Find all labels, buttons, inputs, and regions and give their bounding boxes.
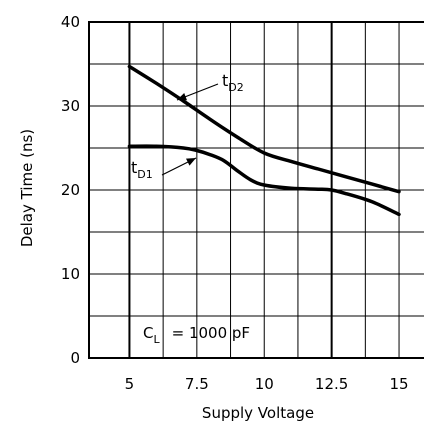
tD2-label: tD2 (222, 71, 244, 94)
tD1-arrow-head (186, 158, 196, 166)
tD2-arrow-head (177, 93, 187, 101)
x-tick-label: 15 (389, 375, 408, 393)
load-capacitance-label: CL = 1000 pF (143, 324, 250, 346)
y-tick-label: 30 (61, 97, 80, 115)
y-tick-label: 10 (61, 265, 80, 283)
x-tick-label: 10 (255, 375, 274, 393)
tD1-label: tD1 (131, 158, 153, 181)
y-axis-title: Delay Time (ns) (18, 129, 36, 247)
x-tick-labels: 5 7.5 10 12.5 15 (125, 375, 409, 393)
tD1-line (127, 144, 401, 217)
annotations: tD2 tD1 CL = 1000 pF (131, 71, 250, 346)
series-lines (127, 64, 401, 217)
x-axis-title: Supply Voltage (202, 404, 314, 422)
plot-frame (88, 21, 424, 359)
y-tick-labels: 0 10 20 30 40 (61, 13, 80, 367)
y-tick-label: 20 (61, 181, 80, 199)
x-tick-label: 5 (125, 375, 135, 393)
x-tick-label: 12.5 (315, 375, 348, 393)
y-tick-label: 40 (61, 13, 80, 31)
y-tick-label: 0 (70, 349, 80, 367)
axes-frame (88, 21, 424, 359)
tD2-line (127, 64, 401, 194)
x-tick-label: 7.5 (185, 375, 209, 393)
